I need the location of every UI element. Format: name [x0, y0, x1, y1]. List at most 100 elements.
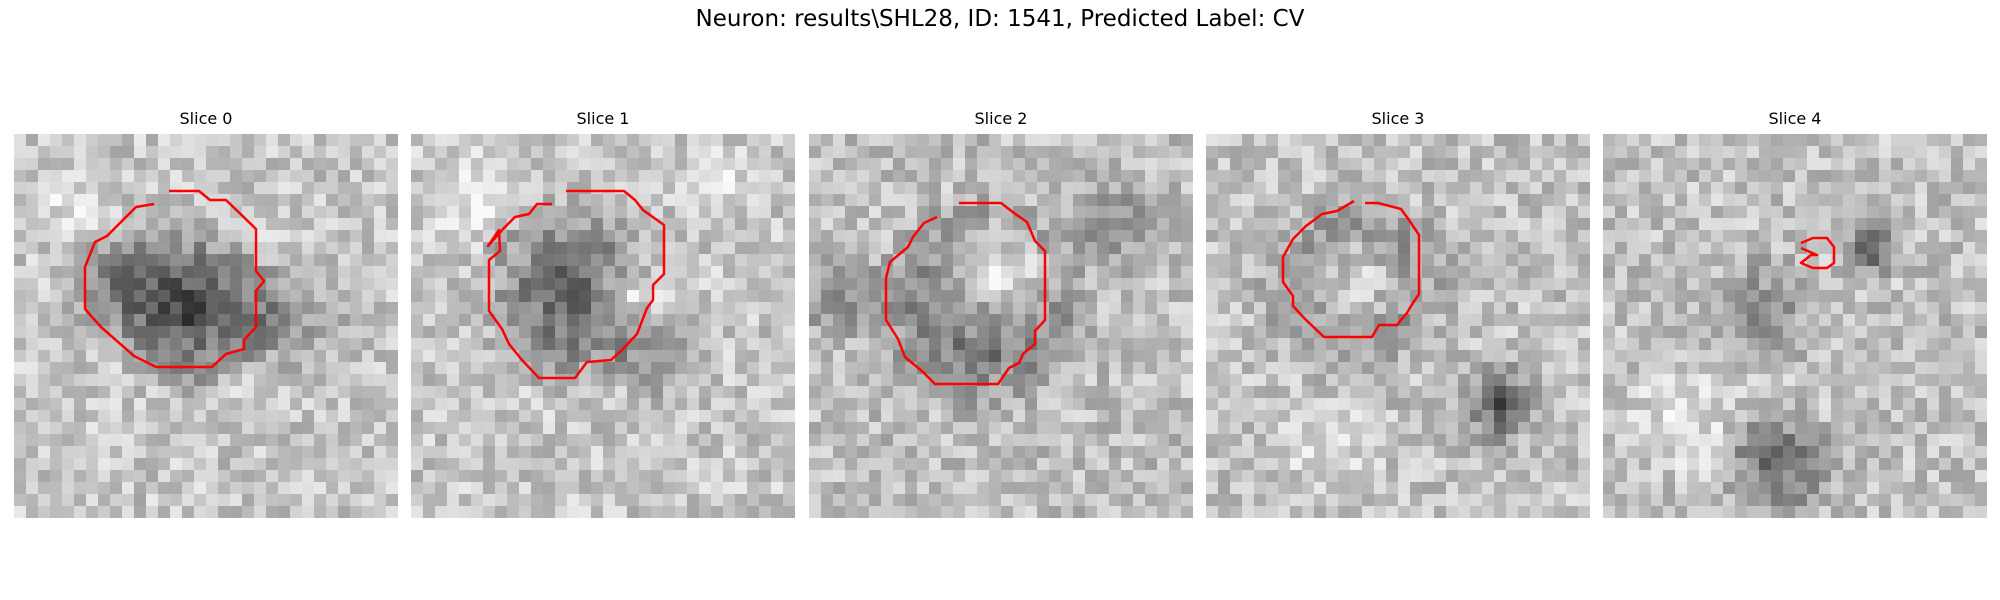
pixel: [1783, 410, 1796, 423]
pixel: [218, 494, 231, 507]
pixel: [1362, 338, 1375, 351]
pixel: [86, 326, 99, 339]
pixel: [1278, 386, 1291, 399]
pixel: [723, 434, 736, 447]
pixel: [543, 362, 556, 375]
pixel: [1314, 446, 1327, 459]
pixel: [1121, 434, 1134, 447]
pixel: [1759, 326, 1772, 339]
pixel: [302, 290, 315, 303]
pixel: [230, 278, 243, 291]
pixel: [1807, 374, 1820, 387]
pixel: [74, 170, 87, 183]
pixel: [735, 266, 748, 279]
pixel: [965, 506, 978, 518]
pixel: [158, 506, 171, 518]
pixel: [146, 374, 159, 387]
pixel: [74, 410, 87, 423]
pixel: [1266, 146, 1279, 159]
pixel: [1975, 134, 1987, 147]
pixel: [1242, 254, 1255, 267]
pixel: [663, 182, 676, 195]
pixel: [194, 338, 207, 351]
pixel: [1807, 194, 1820, 207]
pixel: [38, 458, 51, 471]
pixel: [1494, 146, 1507, 159]
pixel: [627, 146, 640, 159]
pixel: [1073, 482, 1086, 495]
pixel: [977, 146, 990, 159]
pixel: [1157, 350, 1170, 363]
pixel: [182, 170, 195, 183]
pixel: [543, 158, 556, 171]
pixel: [1242, 410, 1255, 423]
pixel: [242, 314, 255, 327]
pixel: [206, 146, 219, 159]
pixel: [507, 254, 520, 267]
pixel: [1663, 338, 1676, 351]
pixel: [242, 398, 255, 411]
pixel: [1181, 218, 1193, 231]
pixel: [374, 326, 387, 339]
pixel: [302, 242, 315, 255]
pixel: [1121, 386, 1134, 399]
pixel: [893, 314, 906, 327]
pixel: [278, 146, 291, 159]
pixel: [158, 194, 171, 207]
pixel: [1807, 290, 1820, 303]
pixel: [1891, 254, 1904, 267]
pixel: [62, 506, 75, 518]
pixel: [1458, 506, 1471, 518]
pixel: [1747, 206, 1760, 219]
pixel: [869, 458, 882, 471]
pixel: [1446, 266, 1459, 279]
pixel: [38, 266, 51, 279]
pixel: [1915, 134, 1928, 147]
pixel: [1278, 446, 1291, 459]
pixel: [483, 338, 496, 351]
pixel: [941, 146, 954, 159]
pixel: [1314, 374, 1327, 387]
pixel: [1410, 302, 1423, 315]
pixel: [1975, 254, 1987, 267]
pixel: [1627, 362, 1640, 375]
pixel: [1927, 206, 1940, 219]
pixel: [471, 398, 484, 411]
pixel: [1458, 302, 1471, 315]
pixel: [206, 182, 219, 195]
pixel: [1963, 302, 1976, 315]
pixel: [1819, 158, 1832, 171]
pixel: [1867, 254, 1880, 267]
pixel: [1206, 446, 1219, 459]
pixel: [1855, 182, 1868, 195]
pixel: [1615, 458, 1628, 471]
pixel: [519, 278, 532, 291]
pixel: [821, 170, 834, 183]
pixel: [1013, 278, 1026, 291]
pixel: [290, 230, 303, 243]
pixel: [1157, 254, 1170, 267]
pixel: [218, 170, 231, 183]
pixel: [603, 254, 616, 267]
pixel: [783, 206, 795, 219]
pixel: [1097, 254, 1110, 267]
pixel: [675, 326, 688, 339]
pixel: [1013, 446, 1026, 459]
pixel: [447, 290, 460, 303]
pixel: [1422, 230, 1435, 243]
pixel: [1783, 314, 1796, 327]
pixel: [1975, 326, 1987, 339]
pixel: [1145, 290, 1158, 303]
pixel: [1687, 146, 1700, 159]
pixel: [1362, 494, 1375, 507]
pixel: [1747, 458, 1760, 471]
pixel: [1795, 182, 1808, 195]
pixel: [1266, 278, 1279, 291]
pixel: [519, 242, 532, 255]
pixel: [110, 158, 123, 171]
pixel: [14, 230, 27, 243]
pixel: [254, 410, 267, 423]
pixel: [893, 374, 906, 387]
pixel: [543, 494, 556, 507]
pixel: [615, 278, 628, 291]
